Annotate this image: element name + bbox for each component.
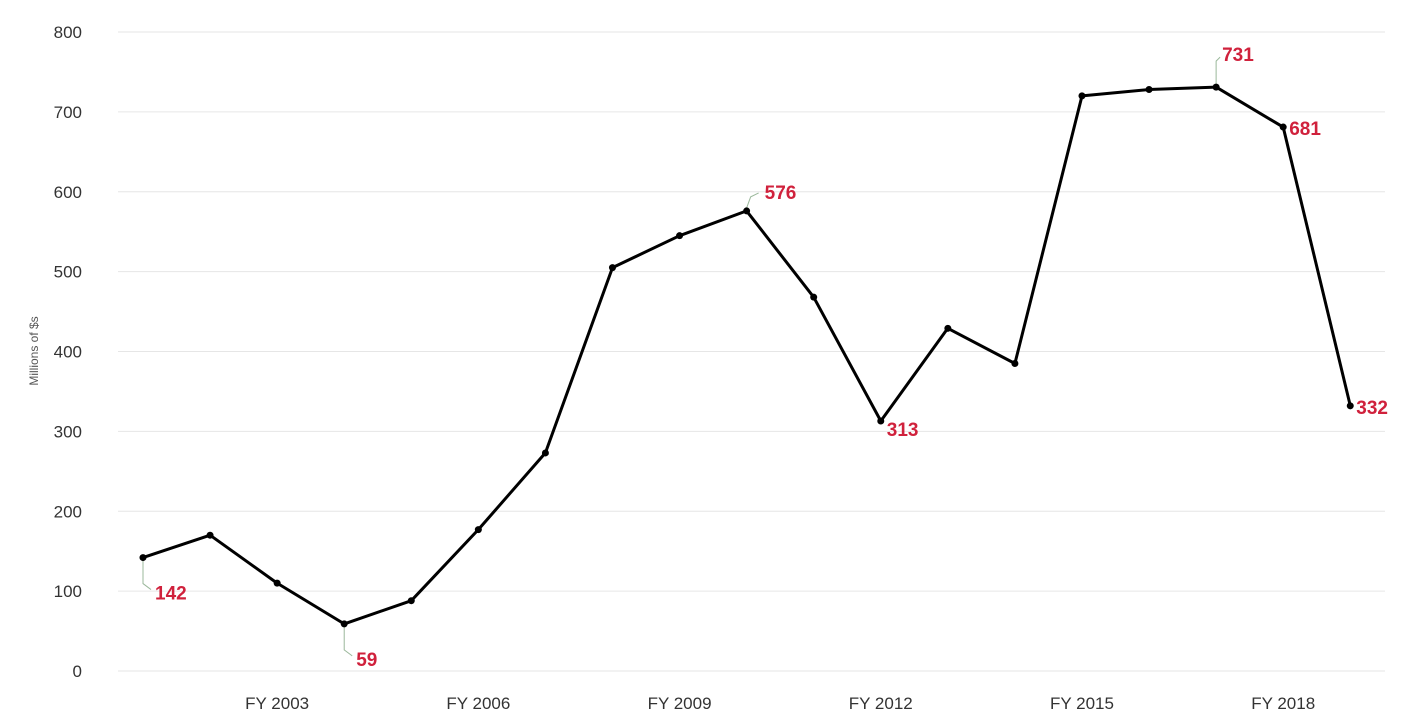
data-point (407, 597, 415, 605)
x-tick-label: FY 2012 (849, 694, 913, 713)
data-point (1145, 86, 1153, 94)
label-leader (343, 626, 353, 657)
y-tick-label: 500 (54, 263, 82, 282)
x-tick-label: FY 2018 (1251, 694, 1315, 713)
data-point (944, 324, 952, 332)
y-axis-ticks: 0 100 200 300 400 500 600 700 800 (54, 23, 82, 681)
data-point (877, 417, 885, 425)
data-point (1346, 402, 1354, 410)
x-tick-label: FY 2003 (245, 694, 309, 713)
data-label: 142 (155, 584, 187, 605)
y-tick-label: 600 (54, 183, 82, 202)
data-point (1011, 359, 1019, 367)
label-leader (746, 192, 759, 209)
label-leader (1215, 56, 1221, 85)
label-leader (142, 560, 152, 590)
data-label: 731 (1222, 45, 1254, 66)
data-point (340, 620, 348, 628)
series-line (142, 85, 1352, 626)
y-tick-label: 0 (73, 662, 82, 681)
data-label: 681 (1289, 119, 1321, 140)
data-point (743, 207, 751, 215)
y-axis-label: Millions of $s (27, 316, 41, 385)
x-tick-label: FY 2015 (1050, 694, 1114, 713)
y-tick-label: 400 (54, 343, 82, 362)
x-tick-label: FY 2006 (446, 694, 510, 713)
data-points (139, 83, 1354, 628)
data-point (474, 526, 482, 534)
data-point (608, 264, 616, 272)
data-point (139, 554, 147, 562)
y-tick-label: 100 (54, 582, 82, 601)
x-axis-ticks: FY 2003 FY 2006 FY 2009 FY 2012 FY 2015 FY 20… (245, 694, 1315, 713)
grid-lines (118, 31, 1385, 672)
data-labels: 142 59 576 313 731 681 332 (155, 45, 1388, 671)
data-point (1212, 83, 1220, 91)
data-point (541, 449, 549, 457)
data-point (676, 232, 684, 240)
data-label: 576 (765, 183, 797, 204)
data-label: 59 (356, 650, 377, 671)
data-label: 313 (887, 420, 919, 441)
label-leaders (142, 56, 1221, 657)
y-tick-label: 300 (54, 422, 82, 441)
y-tick-label: 700 (54, 103, 82, 122)
data-point (1078, 92, 1086, 100)
data-point (810, 293, 818, 301)
data-point (206, 531, 214, 539)
data-point (1279, 123, 1287, 131)
x-tick-label: FY 2009 (648, 694, 712, 713)
data-label: 332 (1356, 398, 1388, 419)
data-point (273, 579, 281, 587)
y-tick-label: 800 (54, 23, 82, 42)
y-tick-label: 200 (54, 502, 82, 521)
